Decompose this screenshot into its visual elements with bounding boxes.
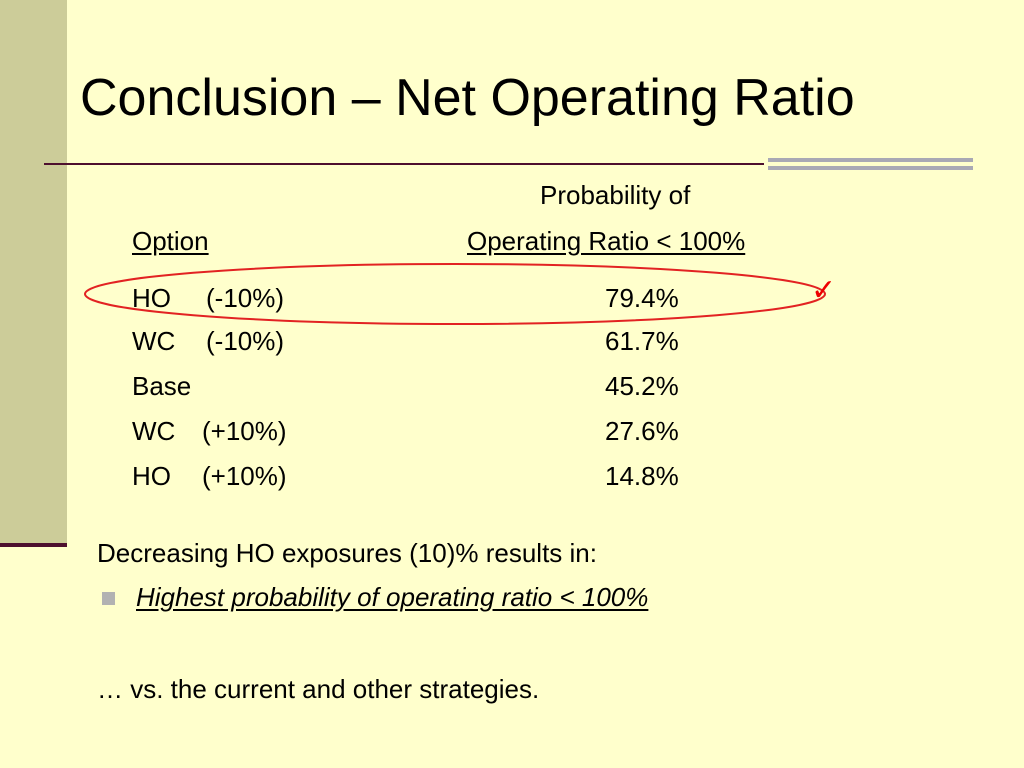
square-bullet-icon xyxy=(102,592,115,605)
table-row-label: WC (-10%) xyxy=(132,326,284,356)
row-value: 14.8% xyxy=(605,461,679,491)
title-divider xyxy=(44,163,764,165)
conclusion-bullet: Highest probability of operating ratio <… xyxy=(136,582,649,612)
header-option: Option xyxy=(132,226,209,256)
row-change: (+10%) xyxy=(202,416,287,446)
left-accent-bar xyxy=(0,0,67,545)
left-accent-rule xyxy=(0,543,67,547)
row-change: (+10%) xyxy=(202,461,287,491)
row-value: 79.4% xyxy=(605,283,679,313)
slide-title: Conclusion – Net Operating Ratio xyxy=(80,69,855,127)
table-row-label: Base xyxy=(132,371,206,401)
row-change: (-10%) xyxy=(206,283,285,313)
conclusion-closing: … vs. the current and other strategies. xyxy=(97,674,540,704)
row-value: 45.2% xyxy=(605,371,679,401)
decorative-gray-bars xyxy=(768,158,973,174)
row-value: 27.6% xyxy=(605,416,679,446)
conclusion-intro: Decreasing HO exposures (10)% results in… xyxy=(97,538,597,568)
table-row-label: HO (-10%) xyxy=(132,283,284,313)
table-row-label: HO (+10%) xyxy=(132,461,287,491)
row-change: (-10%) xyxy=(206,326,285,356)
row-option: WC xyxy=(132,326,176,356)
header-probability-line2: Operating Ratio < 100% xyxy=(467,226,746,256)
row-option: WC xyxy=(132,416,176,446)
table-row-label: WC (+10%) xyxy=(132,416,287,446)
row-option: HO xyxy=(132,461,171,491)
row-option: Base xyxy=(132,371,192,401)
row-value: 61.7% xyxy=(605,326,679,356)
checkmark-icon: ✓ xyxy=(811,273,837,308)
row-option: HO xyxy=(132,283,171,313)
header-probability-line1: Probability of xyxy=(540,180,691,210)
